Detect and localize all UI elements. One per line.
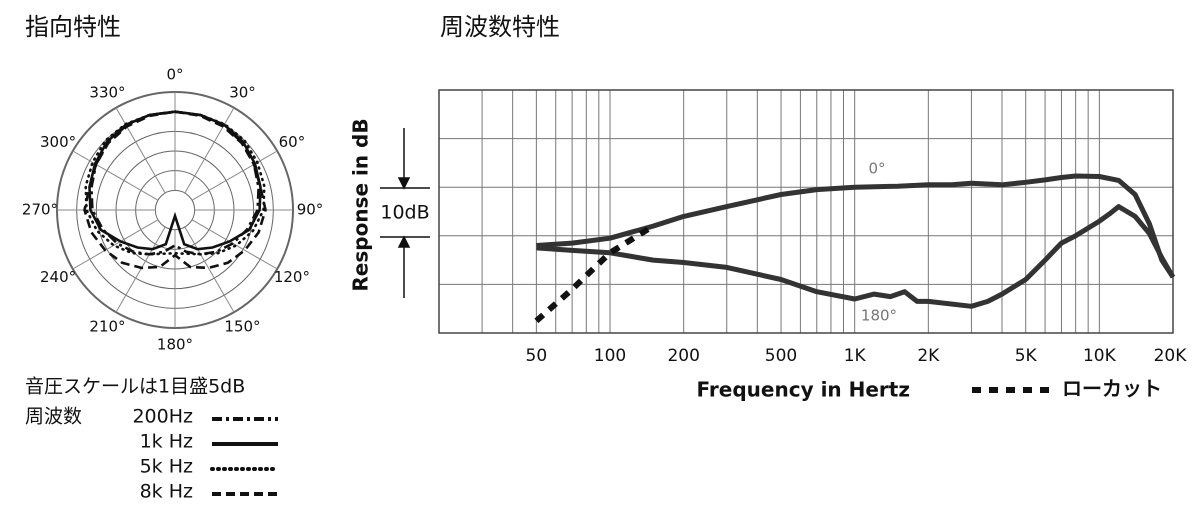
response-curve [534,223,655,324]
annotation: 10dB [380,202,429,224]
arrow-head [397,235,411,248]
angle-label: 330° [89,84,125,102]
angle-label: 150° [224,317,260,335]
angle-label: 0° [166,66,183,84]
angle-label: 210° [89,317,125,335]
angle-label: 240° [40,268,76,286]
response-title: 周波数特性 [440,13,560,41]
x-tick-label: 10K [1083,346,1117,366]
arrow-head [397,177,411,190]
x-axis-label: Frequency in Hertz [697,378,910,402]
x-tick-label: 1K [844,346,867,366]
x-tick-label: 500 [765,346,797,366]
curve-label: 180° [861,307,897,325]
x-tick-label: 2K [917,346,940,366]
spoke [72,219,159,270]
spoke [72,150,159,201]
spoke [184,226,235,313]
angle-label: 180° [157,336,193,354]
spoke [191,219,278,270]
x-tick-label: 50 [526,346,548,366]
x-tick-label: 20K [1154,346,1188,366]
spoke [184,107,235,194]
angle-label: 30° [229,84,256,102]
angle-label: 90° [297,201,324,219]
response-curve [536,173,1176,279]
polar-curve [83,110,267,270]
x-tick-label: 5K [1015,346,1038,366]
angle-label: 300° [40,133,76,151]
x-tick-label: 200 [667,346,699,366]
polar-curve [84,110,266,256]
angle-label: 120° [274,268,310,286]
angle-label: 60° [279,133,306,151]
spoke [115,226,166,313]
legend-label: 5k Hz [140,456,193,478]
legend-label: 200Hz [132,406,193,428]
curve-label: 0° [868,160,885,178]
legend-label: 1k Hz [140,431,193,453]
spoke [115,107,166,194]
spoke [191,150,278,201]
polar-title: 指向特性 [25,13,121,41]
legend-label: 8k Hz [140,481,193,503]
ring [154,189,196,231]
scale-arrows [380,128,430,298]
legend-label: ローカット [1062,377,1162,401]
response-curve [536,204,1176,309]
angle-label: 270° [22,201,58,219]
y-axis-label: Response in dB [349,118,373,291]
legend-title: 周波数 [25,406,82,428]
scale-note: 音圧スケールは1目盛5dB [25,376,245,398]
x-tick-label: 100 [594,346,626,366]
plot-frame [438,89,1174,334]
